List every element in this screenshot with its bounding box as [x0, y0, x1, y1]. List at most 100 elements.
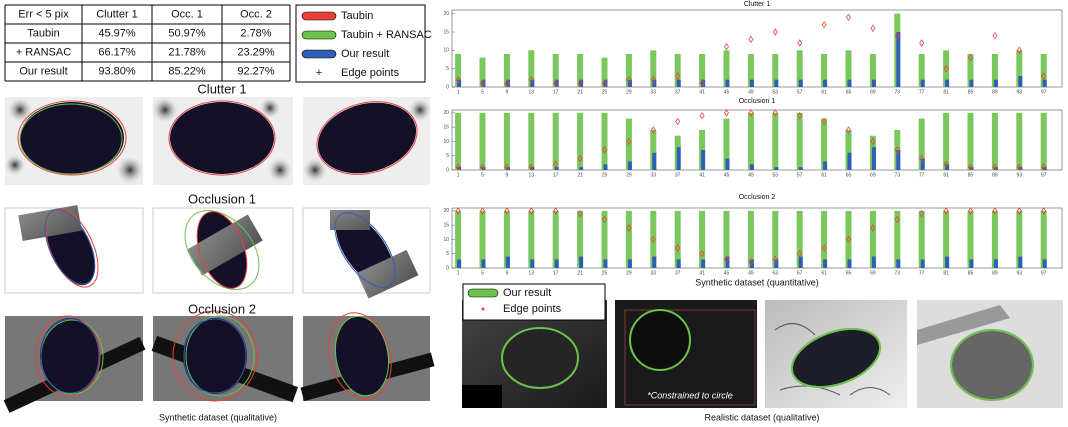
- x-tick-label: 77: [919, 270, 925, 276]
- legend-marker: +: [316, 67, 322, 79]
- x-tick-label: 77: [919, 172, 925, 178]
- occlusion1-images: [5, 196, 430, 304]
- box: [701, 150, 705, 170]
- x-tick-label: 81: [943, 172, 949, 178]
- box: [750, 80, 754, 87]
- box: [896, 259, 900, 268]
- x-tick-label: 69: [870, 270, 876, 276]
- x-tick-label: 13: [529, 270, 535, 276]
- table-cell: + RANSAC: [16, 46, 71, 58]
- legend-swatch: [302, 31, 336, 39]
- x-tick-label: 45: [724, 270, 730, 276]
- x-tick-label: 41: [699, 270, 705, 276]
- y-tick-label: 10: [443, 48, 449, 54]
- x-tick-label: 73: [895, 89, 901, 95]
- table-cell: 92.27%: [237, 65, 275, 77]
- x-tick-label: 85: [968, 270, 974, 276]
- y-tick-label: 10: [443, 139, 449, 145]
- x-tick-label: 57: [797, 89, 803, 95]
- box: [823, 259, 827, 268]
- x-tick-label: 65: [846, 89, 852, 95]
- box: [602, 113, 608, 170]
- x-tick-label: 93: [1017, 89, 1023, 95]
- box: [628, 161, 632, 170]
- x-tick-label: 97: [1041, 172, 1047, 178]
- box: [726, 159, 730, 170]
- x-tick-label: 17: [553, 89, 559, 95]
- box: [848, 153, 852, 170]
- x-tick-label: 1: [457, 270, 460, 276]
- table-cell: 50.97%: [168, 27, 206, 39]
- x-tick-label: 53: [773, 89, 779, 95]
- x-tick-label: 65: [846, 172, 852, 178]
- clutter-images: [3, 91, 433, 186]
- x-tick-label: 97: [1041, 270, 1047, 276]
- box: [677, 80, 681, 87]
- x-tick-label: 33: [651, 172, 657, 178]
- box: [848, 80, 852, 87]
- legend-swatch: [468, 289, 498, 297]
- x-tick-label: 13: [529, 172, 535, 178]
- caption: Synthetic dataset (qualitative): [159, 412, 277, 422]
- x-tick-label: 5: [481, 270, 484, 276]
- x-tick-label: 1: [457, 89, 460, 95]
- chart-title: Occlusion 2: [739, 194, 776, 201]
- legend-marker: [482, 308, 485, 311]
- y-tick-label: 5: [446, 153, 449, 159]
- x-tick-label: 85: [968, 89, 974, 95]
- section-heading: Occlusion 2: [188, 301, 256, 316]
- table-cell: Occ. 1: [171, 8, 203, 20]
- box: [1018, 76, 1022, 87]
- box: [652, 257, 656, 268]
- x-tick-label: 49: [748, 172, 754, 178]
- legend-label: Taubin + RANSAC: [341, 29, 432, 41]
- box: [992, 113, 998, 170]
- legend-swatch: [302, 50, 336, 58]
- x-tick-label: 21: [577, 172, 583, 178]
- y-tick-label: 0: [446, 167, 449, 173]
- y-tick-label: 10: [443, 237, 449, 243]
- box: [482, 259, 486, 268]
- box: [872, 147, 876, 170]
- box: [677, 147, 681, 170]
- box: [604, 164, 608, 170]
- y-tick-label: 0: [446, 84, 449, 90]
- caption: Realistic dataset (qualitative): [704, 412, 819, 422]
- x-tick-label: 41: [699, 89, 705, 95]
- table-cell: Occ. 2: [240, 8, 272, 20]
- table-cell: 45.97%: [98, 27, 136, 39]
- x-tick-label: 9: [506, 270, 509, 276]
- x-tick-label: 81: [943, 89, 949, 95]
- x-tick-label: 13: [529, 89, 535, 95]
- section-heading: Clutter 1: [197, 81, 246, 96]
- x-tick-label: 17: [553, 270, 559, 276]
- x-tick-label: 81: [943, 270, 949, 276]
- box: [823, 161, 827, 170]
- box: [921, 259, 925, 268]
- x-tick-label: 33: [651, 89, 657, 95]
- x-tick-label: 29: [626, 89, 632, 95]
- x-tick-label: 21: [577, 89, 583, 95]
- x-tick-label: 49: [748, 89, 754, 95]
- box: [1018, 257, 1022, 268]
- box: [896, 32, 900, 87]
- box: [797, 113, 803, 170]
- box: [455, 113, 461, 170]
- table-cell: Err < 5 pix: [18, 8, 69, 20]
- x-tick-label: 33: [651, 270, 657, 276]
- x-tick-label: 89: [992, 89, 998, 95]
- x-tick-label: 45: [724, 172, 730, 178]
- x-tick-label: 93: [1017, 172, 1023, 178]
- table-cell: Clutter 1: [96, 8, 138, 20]
- box: [677, 259, 681, 268]
- x-tick-label: 37: [675, 172, 681, 178]
- box: [970, 259, 974, 268]
- x-tick-label: 25: [602, 89, 608, 95]
- x-tick-label: 61: [821, 172, 827, 178]
- table-cell: 66.17%: [98, 46, 136, 58]
- x-tick-label: 45: [724, 89, 730, 95]
- chart-title: Clutter 1: [744, 1, 771, 8]
- x-tick-label: 57: [797, 172, 803, 178]
- left-panel: [3, 91, 434, 413]
- box: [748, 113, 754, 170]
